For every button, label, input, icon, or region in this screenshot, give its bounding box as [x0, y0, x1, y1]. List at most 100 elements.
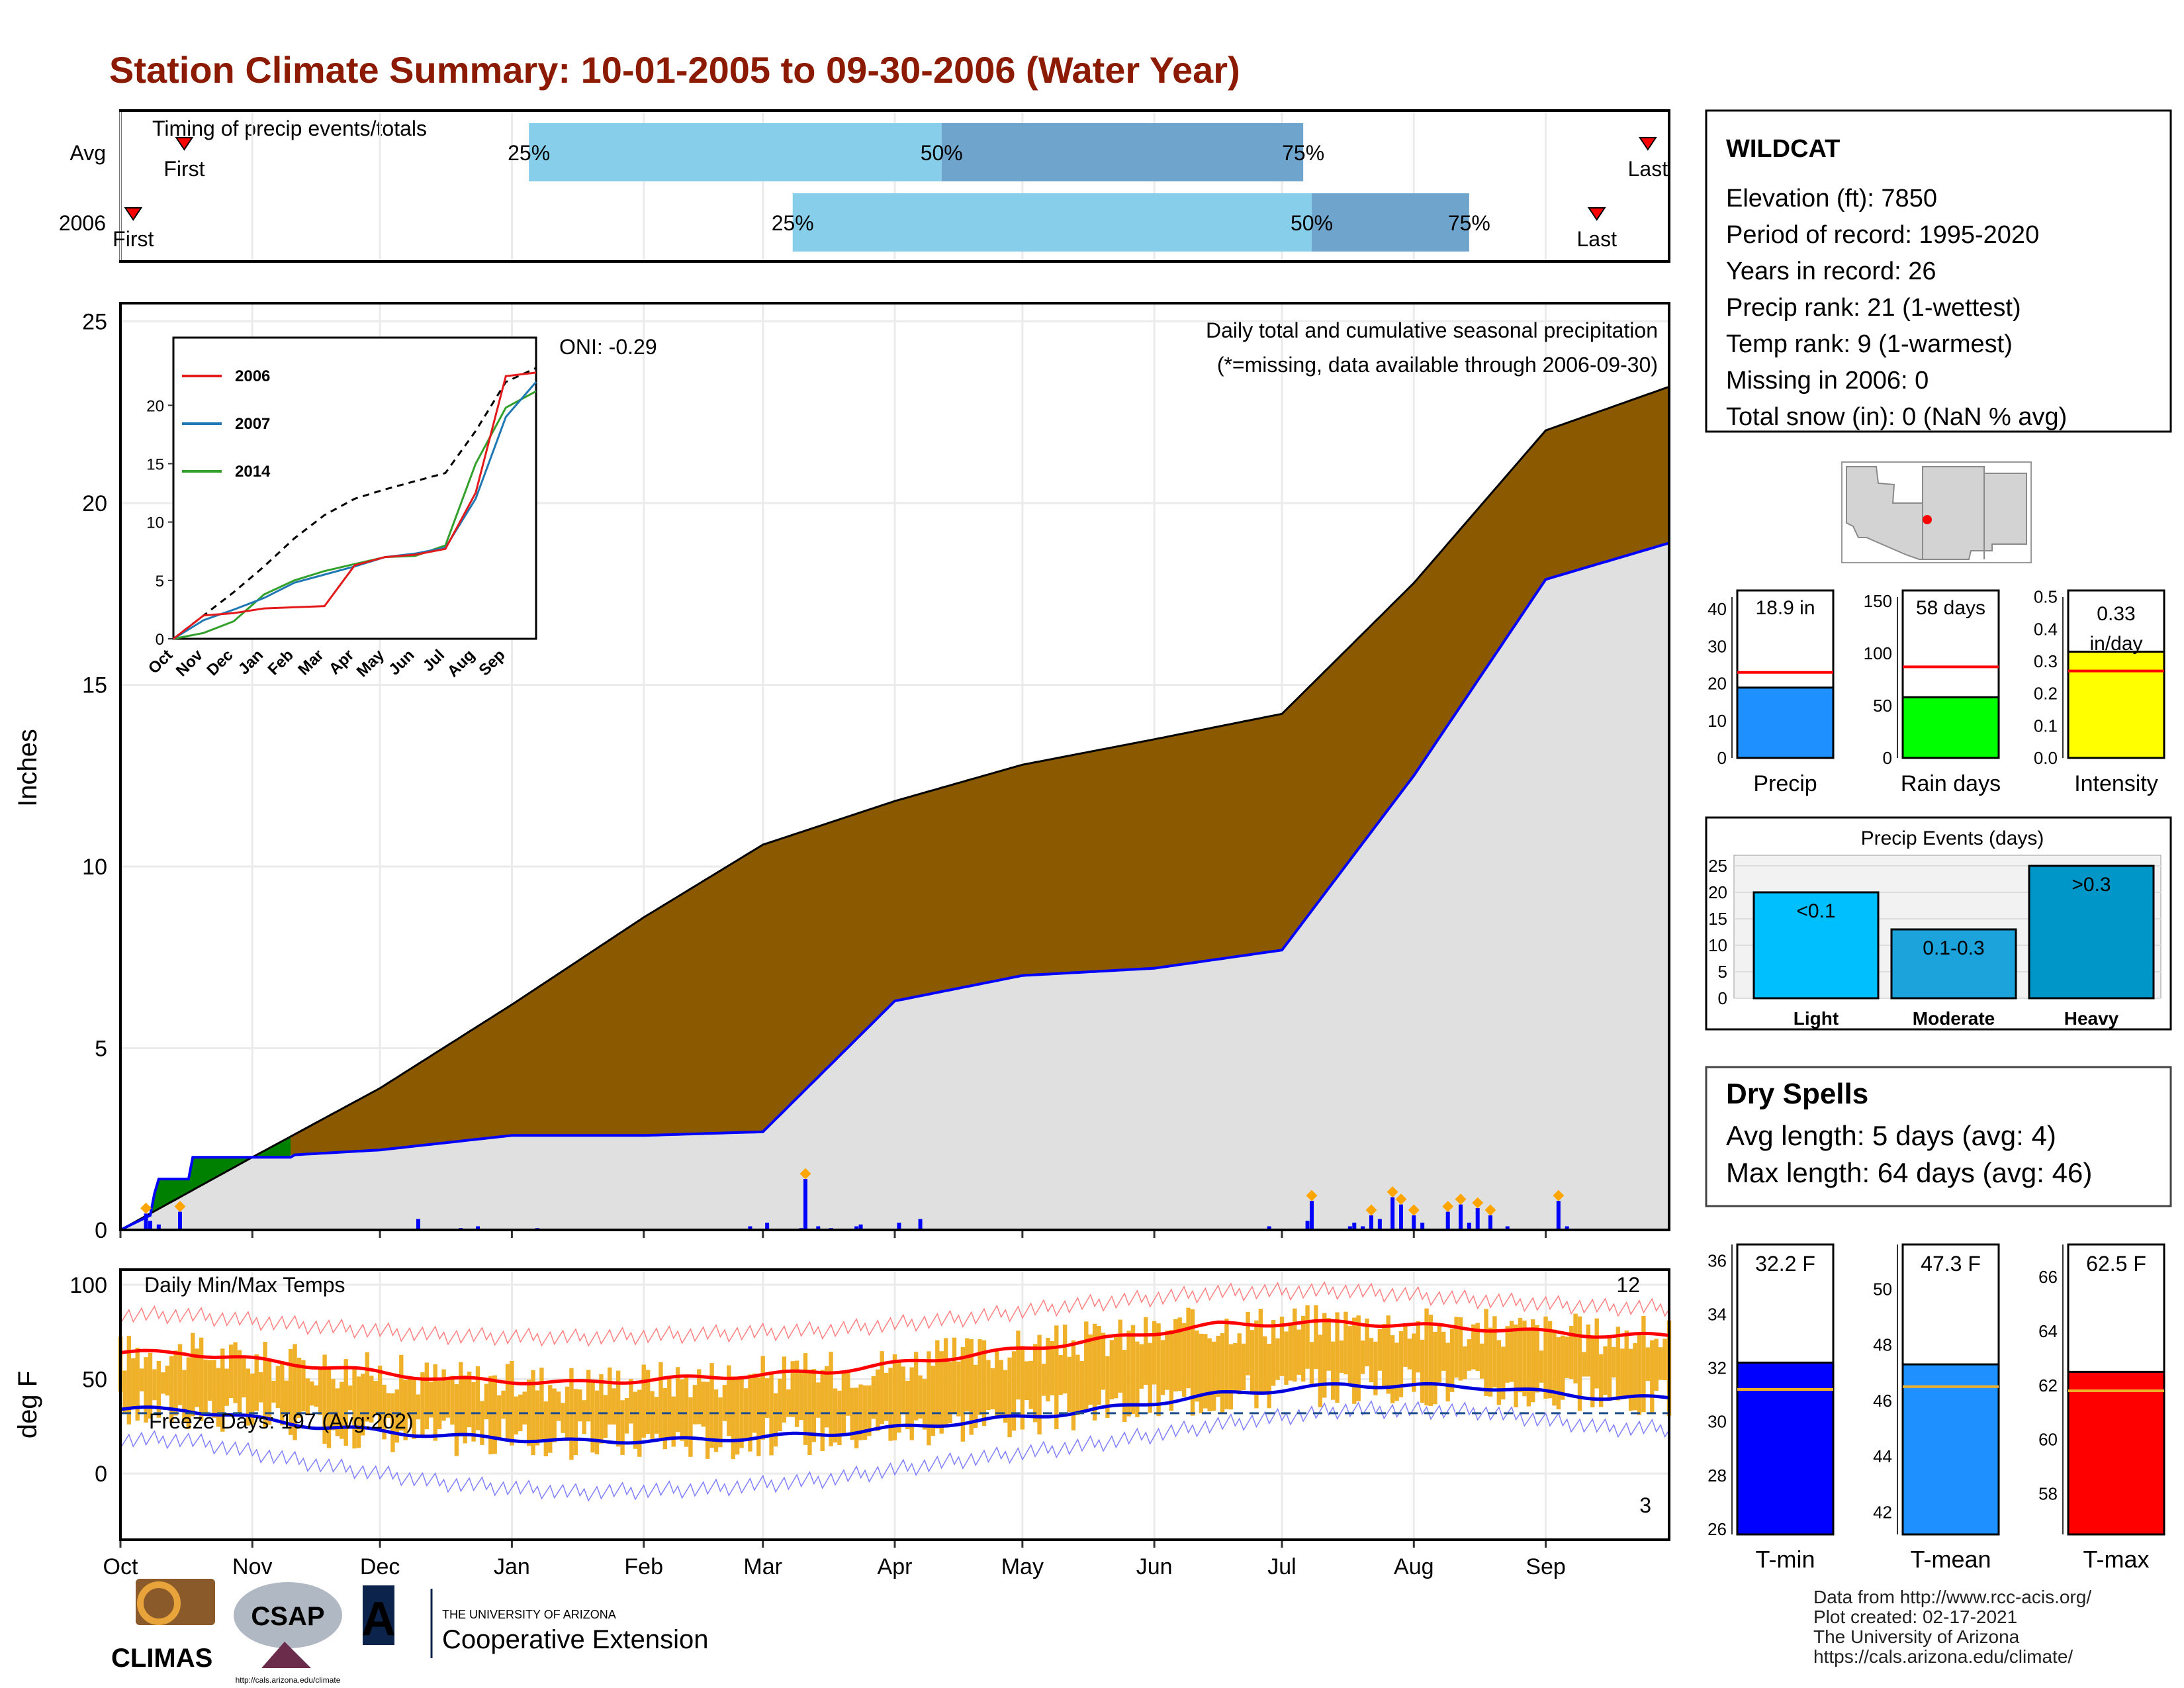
mini-intensity-tick: 0.4	[2034, 619, 2058, 639]
temp-daily-range-bar	[671, 1396, 676, 1447]
station-missing: Missing in 2006: 0	[1726, 367, 1929, 395]
mini-precip-bar	[1736, 686, 1835, 759]
precip-daily-bar	[1390, 1197, 1395, 1230]
temp-daily-range-bar	[727, 1365, 731, 1436]
precip-daily-bar	[1565, 1226, 1569, 1230]
mini-rain-days-tick: 0	[1883, 748, 1892, 768]
ua-a-block	[363, 1585, 394, 1645]
tempbar-t-max-tick: 64	[2038, 1321, 2058, 1341]
temp-daily-range-bar	[1122, 1350, 1127, 1423]
station-period: Period of record: 1995-2020	[1726, 221, 2039, 249]
temp-x-label-mar: Mar	[743, 1554, 782, 1579]
temp-daily-range-bar	[1552, 1329, 1557, 1406]
temp-daily-range-bar	[624, 1397, 629, 1434]
inset-y-tick-15: 15	[146, 455, 164, 473]
temp-daily-range-bar	[293, 1344, 297, 1440]
page-title: Station Climate Summary: 10-01-2005 to 0…	[109, 49, 1240, 91]
mini-bar-charts: 0 10 20 30 40 18.9 in Precip 0 50 100 150 58 days Ra…	[1707, 587, 2165, 796]
temp-daily-range-bar	[799, 1372, 803, 1421]
temp-daily-range-bar	[1246, 1311, 1250, 1376]
precip-extreme-marker	[1387, 1186, 1398, 1198]
mini-rain-days-tick: 100	[1864, 643, 1892, 663]
temp-daily-range-bar	[1054, 1325, 1059, 1430]
temp-daily-range-bar	[1326, 1318, 1331, 1371]
temp-daily-range-bar	[824, 1366, 829, 1428]
temp-x-label-may: May	[1001, 1554, 1044, 1579]
temp-daily-range-bar	[1420, 1339, 1425, 1403]
temp-daily-range-bar	[778, 1378, 782, 1432]
mini-precip-tick: 40	[1707, 599, 1727, 619]
temp-daily-range-bar	[365, 1352, 370, 1422]
tempbar-t-mean-tick: 46	[1873, 1391, 1892, 1411]
temp-daily-range-bar	[131, 1358, 136, 1410]
temp-daily-range-bar	[867, 1385, 872, 1436]
mini-precip-tick: 20	[1707, 674, 1727, 694]
temp-daily-range-bar	[659, 1362, 663, 1438]
temp-daily-range-bar	[267, 1360, 272, 1425]
events-bar-label-light: <0.1	[1796, 900, 1835, 922]
temp-daily-range-bar	[382, 1384, 387, 1440]
precip-y-tick-25: 25	[82, 309, 107, 334]
temp-daily-range-bar	[450, 1376, 455, 1425]
temp-daily-range-bar	[1565, 1336, 1569, 1378]
temp-daily-range-bar	[973, 1364, 978, 1429]
temp-daily-range-bar	[139, 1368, 144, 1391]
temp-daily-range-bar	[586, 1370, 591, 1422]
temp-daily-range-bar	[390, 1393, 395, 1452]
temp-daily-range-bar	[1556, 1337, 1561, 1410]
temp-daily-range-bar	[352, 1366, 357, 1449]
station-frame	[1705, 109, 2172, 433]
temp-daily-range-bar	[675, 1367, 680, 1432]
temp-daily-range-bar	[441, 1369, 446, 1421]
temp-daily-range-bar	[284, 1380, 289, 1413]
temp-daily-range-bar	[1130, 1325, 1136, 1414]
temp-daily-range-bar	[144, 1357, 148, 1423]
temp-daily-range-bar	[475, 1366, 480, 1430]
temp-daily-range-bar	[1582, 1352, 1586, 1377]
timing-2006-q1-bar	[792, 193, 1312, 252]
temp-daily-range-bar	[1412, 1333, 1416, 1392]
tempbar-t-min-tick: 32	[1707, 1358, 1727, 1378]
precip-daily-bar	[1305, 1221, 1310, 1230]
precip-daily-bar	[816, 1226, 821, 1230]
precip-daily-bar	[1459, 1204, 1463, 1230]
temp-daily-range-bar	[1271, 1320, 1276, 1386]
temp-daily-range-bar	[203, 1359, 208, 1415]
temp-x-label-dec: Dec	[360, 1554, 400, 1579]
temp-daily-range-bar	[156, 1360, 161, 1418]
temp-daily-range-bar	[1522, 1320, 1527, 1397]
temp-daily-range-bar	[361, 1374, 365, 1436]
temp-daily-range-bar	[1101, 1333, 1106, 1390]
temp-daily-range-bar	[667, 1378, 672, 1440]
timing-avg-p75-label: 75%	[1282, 141, 1324, 165]
precip-frame	[119, 302, 1670, 1231]
temp-daily-range-bar	[1148, 1342, 1152, 1413]
temp-daily-range-bar	[424, 1362, 430, 1430]
temp-x-label-jul: Jul	[1267, 1554, 1296, 1579]
mini-intensity-bar	[2067, 650, 2165, 759]
temp-daily-range-bar	[1561, 1335, 1565, 1400]
tempbar-t-mean-label: T-mean	[1910, 1546, 1991, 1573]
events-bar-moderate	[1890, 928, 2017, 1000]
events-y-tick-25: 25	[1708, 856, 1727, 876]
temp-daily-range-bar	[1241, 1343, 1246, 1391]
temp-daily-range-bar	[433, 1364, 437, 1441]
temp-daily-range-bar	[1398, 1331, 1404, 1397]
temp-daily-range-bar	[645, 1370, 651, 1434]
temp-daily-range-bar	[697, 1369, 702, 1425]
temp-daily-range-bar	[224, 1368, 229, 1406]
events-x-label-heavy: Heavy	[2064, 1008, 2119, 1029]
mini-intensity-value: 0.33	[2097, 603, 2135, 625]
timing-avg-first-marker	[175, 137, 194, 151]
temp-daily-range-bar	[1633, 1343, 1637, 1411]
temp-daily-range-bar	[811, 1368, 817, 1442]
temp-daily-range-bar	[633, 1391, 638, 1449]
temp-daily-range-bar	[1267, 1343, 1271, 1409]
precip-daily-bar	[1399, 1204, 1403, 1230]
temp-average-max-line	[120, 1319, 1670, 1385]
temp-daily-range-bar	[1028, 1360, 1033, 1409]
temp-daily-range-bar	[1594, 1318, 1599, 1389]
temp-daily-range-bar	[1645, 1347, 1651, 1382]
precip-extreme-marker	[1442, 1201, 1454, 1213]
temp-daily-range-bar	[1173, 1319, 1178, 1392]
